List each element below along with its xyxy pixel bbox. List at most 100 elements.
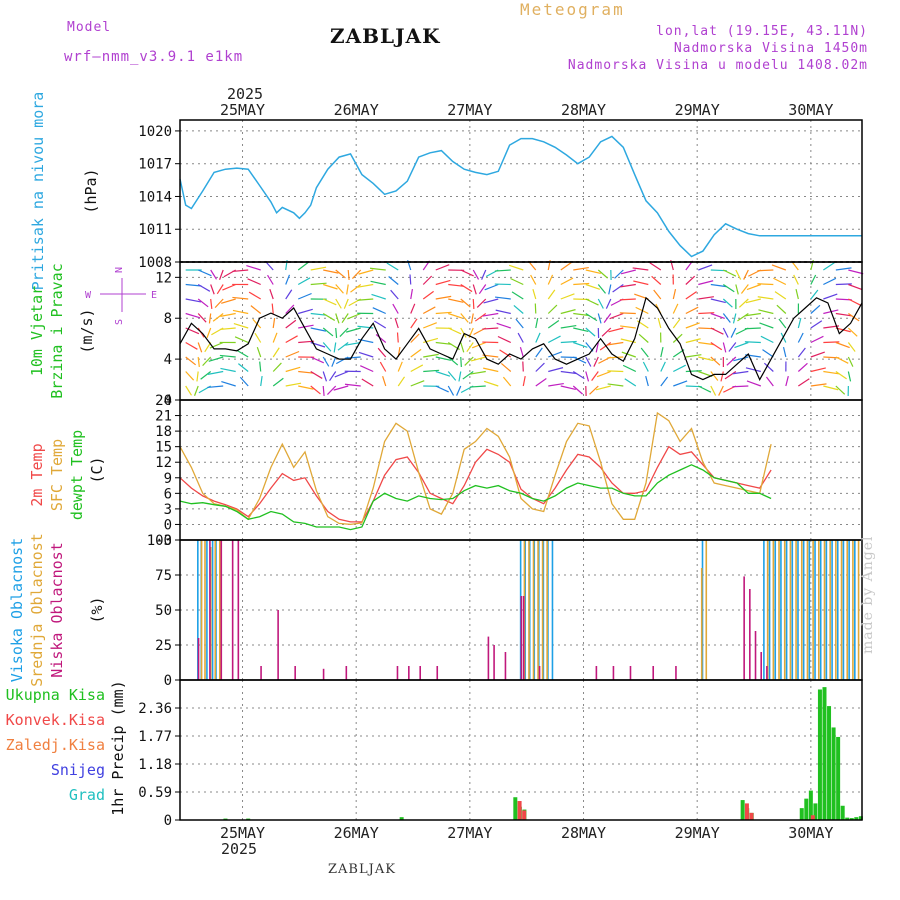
wind-direction-barb [673,364,686,373]
wind-direction-barb [519,346,524,358]
precip-bar [854,817,859,820]
wind-direction-barb [560,340,577,344]
wind-direction-barb [823,262,835,271]
wind-direction-barb [760,335,774,344]
wind-direction-barb [510,277,524,286]
wind-direction-barb [222,283,236,291]
wind-direction-barb [745,312,761,317]
wind-direction-barb [310,356,325,364]
wind-direction-barb [322,385,325,397]
panel-precip: 0 0.59 1.18 1.77 2.36 [138,680,863,829]
wind-direction-barb [310,266,327,271]
wind-direction-barb [645,375,649,387]
wind-direction-barb [548,382,564,387]
wind-direction-barb [322,371,328,382]
ylabel-cloud-low: Niska Oblacnost [48,542,66,677]
wind-direction-barb [740,284,749,294]
precip-legend-item: Ukupna Kisa [6,686,105,704]
wind-direction-barb [331,356,337,367]
wind-direction-barb [335,284,344,294]
wind-direction-barb [653,289,662,300]
wind-direction-barb [221,381,236,387]
wind-direction-barb [272,347,280,358]
wind-direction-barb [593,356,599,367]
wind-direction-barb [373,320,387,329]
wind-direction-barb [560,370,577,375]
y-tick-label: 1.18 [138,757,172,773]
y-tick-label: 1017 [138,157,172,173]
wind-direction-barb [605,298,612,309]
wind-direction-barb [847,342,856,352]
wind-direction-barb [297,261,309,271]
wind-direction-barb [469,385,486,388]
wind-direction-barb [335,269,346,279]
wind-direction-barb [435,356,451,361]
wind-direction-barb [390,289,399,300]
wind-direction-barb [207,370,224,375]
wind-direction-barb [422,306,436,315]
wind-direction-barb [601,327,612,337]
wind-direction-barb [346,284,349,295]
wind-direction-barb [597,269,608,279]
wind-direction-barb [310,385,321,395]
wind-direction-barb [591,371,599,381]
wind-direction-barb [357,283,374,288]
wind-direction-barb [835,371,847,380]
precip-bar [849,818,854,820]
wind-direction-barb [219,327,236,331]
wind-direction-barb [773,277,787,286]
y-tick-label: 6 [164,486,172,502]
wind-direction-barb [685,370,702,373]
wind-direction-barb [470,313,474,324]
wind-direction-barb [722,298,733,308]
wind-direction-barb [835,385,846,395]
wind-direction-barb [386,262,399,271]
wind-direction-barb [476,298,487,308]
wind-direction-barb [333,385,349,391]
wind-direction-barb [285,304,295,314]
date-label-top: 29MAY [675,101,720,119]
wind-direction-barb [738,298,749,308]
wind-direction-barb [334,370,349,378]
wind-direction-barb [698,370,713,378]
wind-direction-barb [776,304,787,314]
precip-bar [836,736,841,820]
wind-direction-barb [620,283,636,288]
model-label: Model [67,20,112,35]
wind-direction-barb [247,278,261,286]
ylabel-temp-dewpt: dewpt Temp [68,430,86,520]
wind-direction-barb [685,322,700,329]
wind-direction-barb [595,385,611,391]
wind-direction-barb [423,369,440,373]
wind-direction-barb [797,347,806,358]
wind-direction-barb [470,356,486,362]
wind-direction-barb [722,284,735,293]
wind-direction-barb [248,291,262,300]
wind-direction-barb [810,383,827,387]
wind-direction-barb [410,333,420,343]
ylabel-wind-1: 10m Vjetar [28,286,46,376]
ylabel-wind-unit: (m/s) [78,308,96,353]
ylabel-temp-sfc: SFC Temp [48,439,66,511]
precip-bar [517,801,522,820]
wind-direction-barb [718,385,724,396]
wind-direction-barb [597,284,607,294]
wind-direction-barb [397,361,403,372]
wind-direction-barb [422,290,434,300]
wind-direction-barb [698,385,712,393]
wind-direction-barb [237,363,249,372]
date-label-bottom: 29MAY [675,824,720,842]
y-tick-label: 1.77 [138,729,172,745]
wind-direction-barb [246,265,261,271]
wind-direction-barb [232,309,249,315]
ylabel-pressure-unit: (hPa) [82,168,100,213]
wind-direction-barb [758,309,774,315]
wind-direction-barb [810,289,819,300]
pressure-line [179,135,862,258]
wind-direction-barb [642,361,649,372]
wind-direction-barb [685,275,696,285]
wind-direction-barb [720,371,724,382]
year-label-bottom: 2025 [221,840,257,858]
wind-direction-barb [208,356,224,362]
